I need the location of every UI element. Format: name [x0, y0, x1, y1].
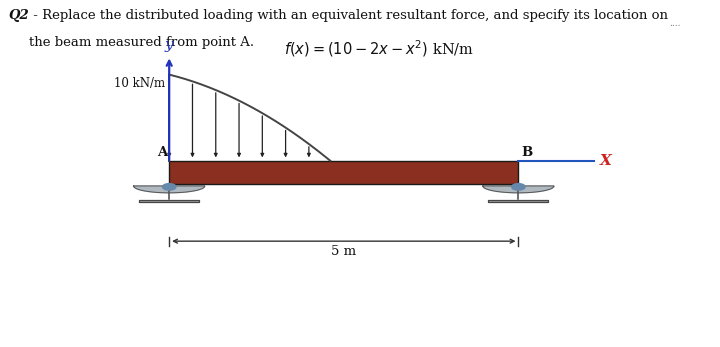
Polygon shape	[134, 186, 204, 193]
Text: - Replace the distributed loading with an equivalent resultant force, and specif: - Replace the distributed loading with a…	[29, 9, 668, 22]
Text: 10 kN/m: 10 kN/m	[114, 77, 166, 90]
Text: X: X	[600, 154, 611, 168]
Text: B: B	[521, 146, 533, 159]
Text: ....: ....	[670, 19, 681, 28]
Text: 5 m: 5 m	[331, 245, 356, 258]
Bar	[169, 161, 518, 184]
Text: Q2: Q2	[9, 9, 30, 22]
Text: $f(x) = (10 - 2x - x^2)\ \mathregular{kN/m}$: $f(x) = (10 - 2x - x^2)\ \mathregular{kN…	[284, 38, 474, 59]
Polygon shape	[163, 184, 176, 190]
Text: the beam measured from point A.: the beam measured from point A.	[29, 36, 254, 49]
Text: y: y	[165, 38, 174, 52]
Polygon shape	[488, 200, 549, 203]
Text: A: A	[157, 146, 167, 159]
Polygon shape	[139, 200, 199, 203]
Polygon shape	[512, 184, 525, 190]
Polygon shape	[483, 186, 554, 193]
